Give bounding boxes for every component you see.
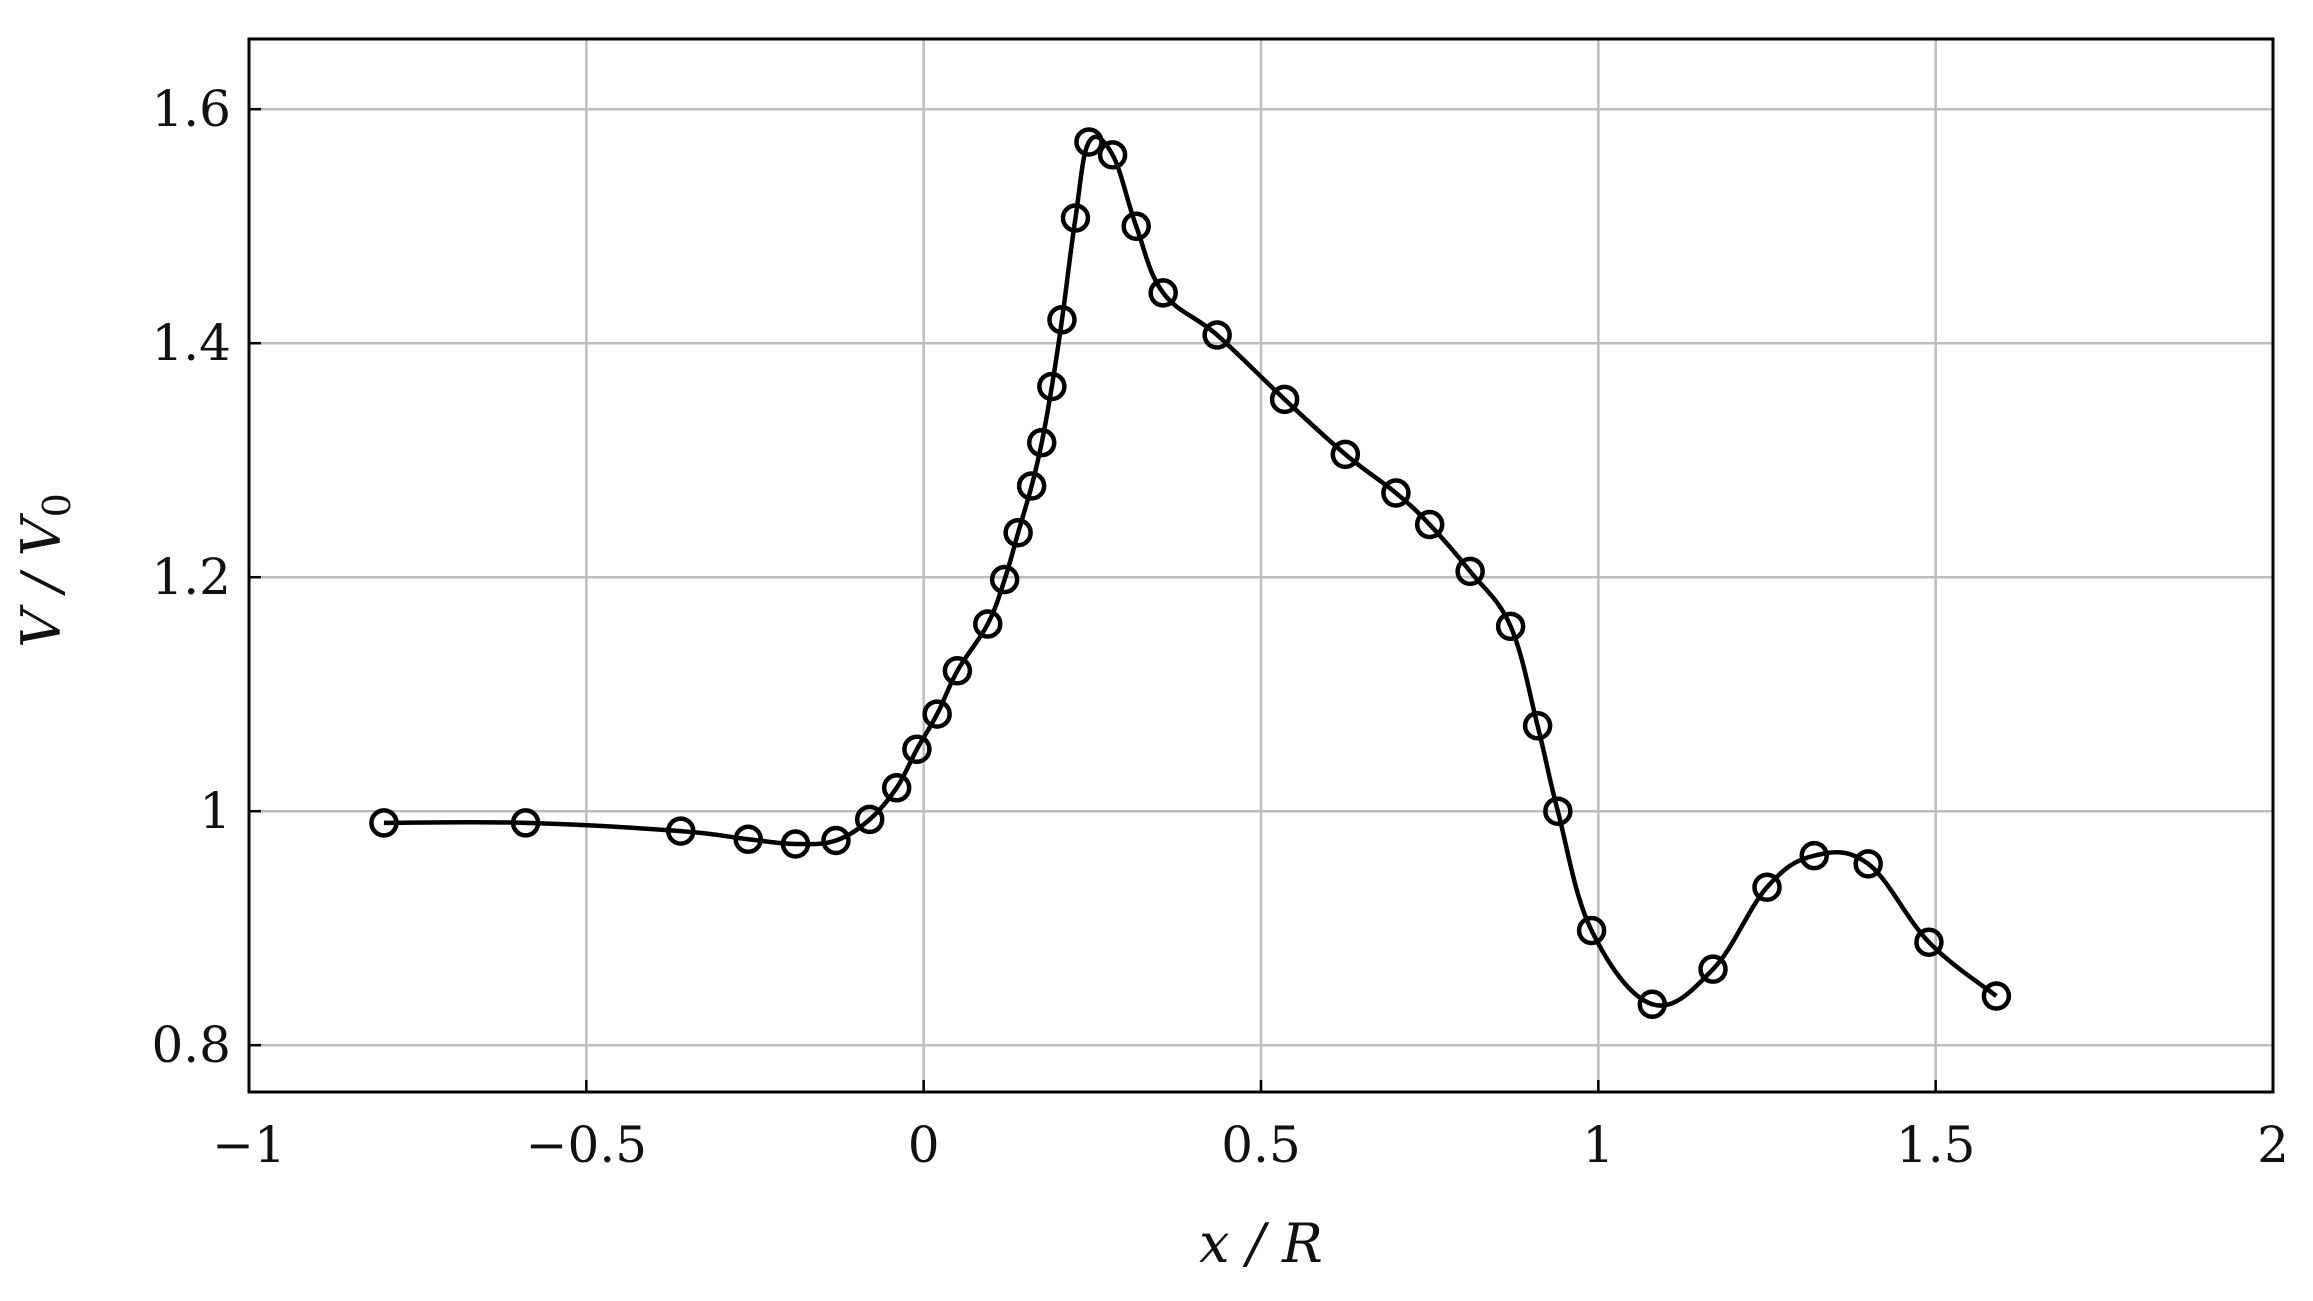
data-point-marker (510, 808, 541, 838)
data-point-marker (881, 773, 912, 803)
y-axis-label-main: V / V (10, 512, 73, 648)
grid-lines (247, 39, 2275, 1092)
data-point-marker (1060, 203, 1091, 233)
y-axis-label-subscript: 0 (35, 493, 79, 517)
data-point-marker (1330, 439, 1361, 470)
data-point-marker (1026, 427, 1057, 458)
data-point-marker (1576, 915, 1607, 946)
data-point-marker (989, 564, 1020, 595)
data-point-marker (922, 699, 952, 729)
y-tick-label: 0.8 (151, 1016, 231, 1074)
data-point-marker (1799, 840, 1829, 871)
data-point-marker (1016, 471, 1047, 501)
data-point-marker (1698, 954, 1728, 984)
data-point-marker (1455, 556, 1485, 587)
data-point-marker (942, 656, 973, 686)
data-point-marker (1414, 509, 1445, 540)
data-point-marker (666, 816, 696, 846)
x-tick-label: −1 (212, 1116, 286, 1174)
x-tick-label: 2 (2257, 1116, 2289, 1174)
data-point-marker (780, 829, 811, 859)
x-tick-label: 1.5 (1896, 1116, 1976, 1174)
data-point-marker (1097, 140, 1128, 170)
data-point-marker (1381, 478, 1411, 508)
data-point-marker (369, 808, 399, 838)
y-tick-label: 1.6 (151, 80, 231, 138)
data-point-marker (1495, 611, 1526, 642)
x-tick-label: 0 (908, 1116, 940, 1174)
series-line (383, 134, 1998, 1008)
y-tick-label: 1.2 (151, 548, 231, 606)
data-point-marker (1981, 981, 2012, 1011)
data-point-marker (1121, 211, 1151, 241)
data-point-marker (1003, 517, 1033, 548)
data-point-marker (1202, 320, 1232, 350)
data-point-marker (1074, 127, 1104, 157)
series-layer (369, 127, 2012, 1019)
data-point-marker (973, 609, 1003, 639)
data-point-marker (1543, 796, 1573, 826)
y-tick-label: 1.4 (151, 314, 231, 372)
data-point-marker (1047, 305, 1077, 335)
data-point-marker (1853, 849, 1883, 879)
data-point-marker (821, 825, 851, 856)
y-axis-label: V / V0 (10, 493, 79, 648)
data-point-marker (1148, 278, 1178, 308)
x-tick-label: 0.5 (1221, 1116, 1301, 1174)
data-point-marker (902, 734, 932, 764)
y-axis-ticks: 0.8 1 1.2 1.4 1.6 (151, 80, 261, 1074)
data-point-marker (733, 824, 764, 855)
x-tick-label: 1 (1582, 1116, 1614, 1174)
x-tick-label: −0.5 (526, 1116, 647, 1174)
data-point-marker (1752, 872, 1782, 902)
data-point-marker (1637, 989, 1668, 1019)
data-point-marker (1037, 371, 1067, 402)
data-point-marker (1522, 711, 1553, 741)
data-point-marker (1914, 927, 1944, 957)
data-point-marker (854, 804, 885, 835)
x-axis-ticks: −1 −0.5 0 0.5 1 1.5 2 (212, 1080, 2289, 1174)
y-tick-label: 1 (199, 782, 231, 840)
x-axis-label: x / R (1199, 1212, 1323, 1275)
data-point-marker (1269, 384, 1300, 415)
